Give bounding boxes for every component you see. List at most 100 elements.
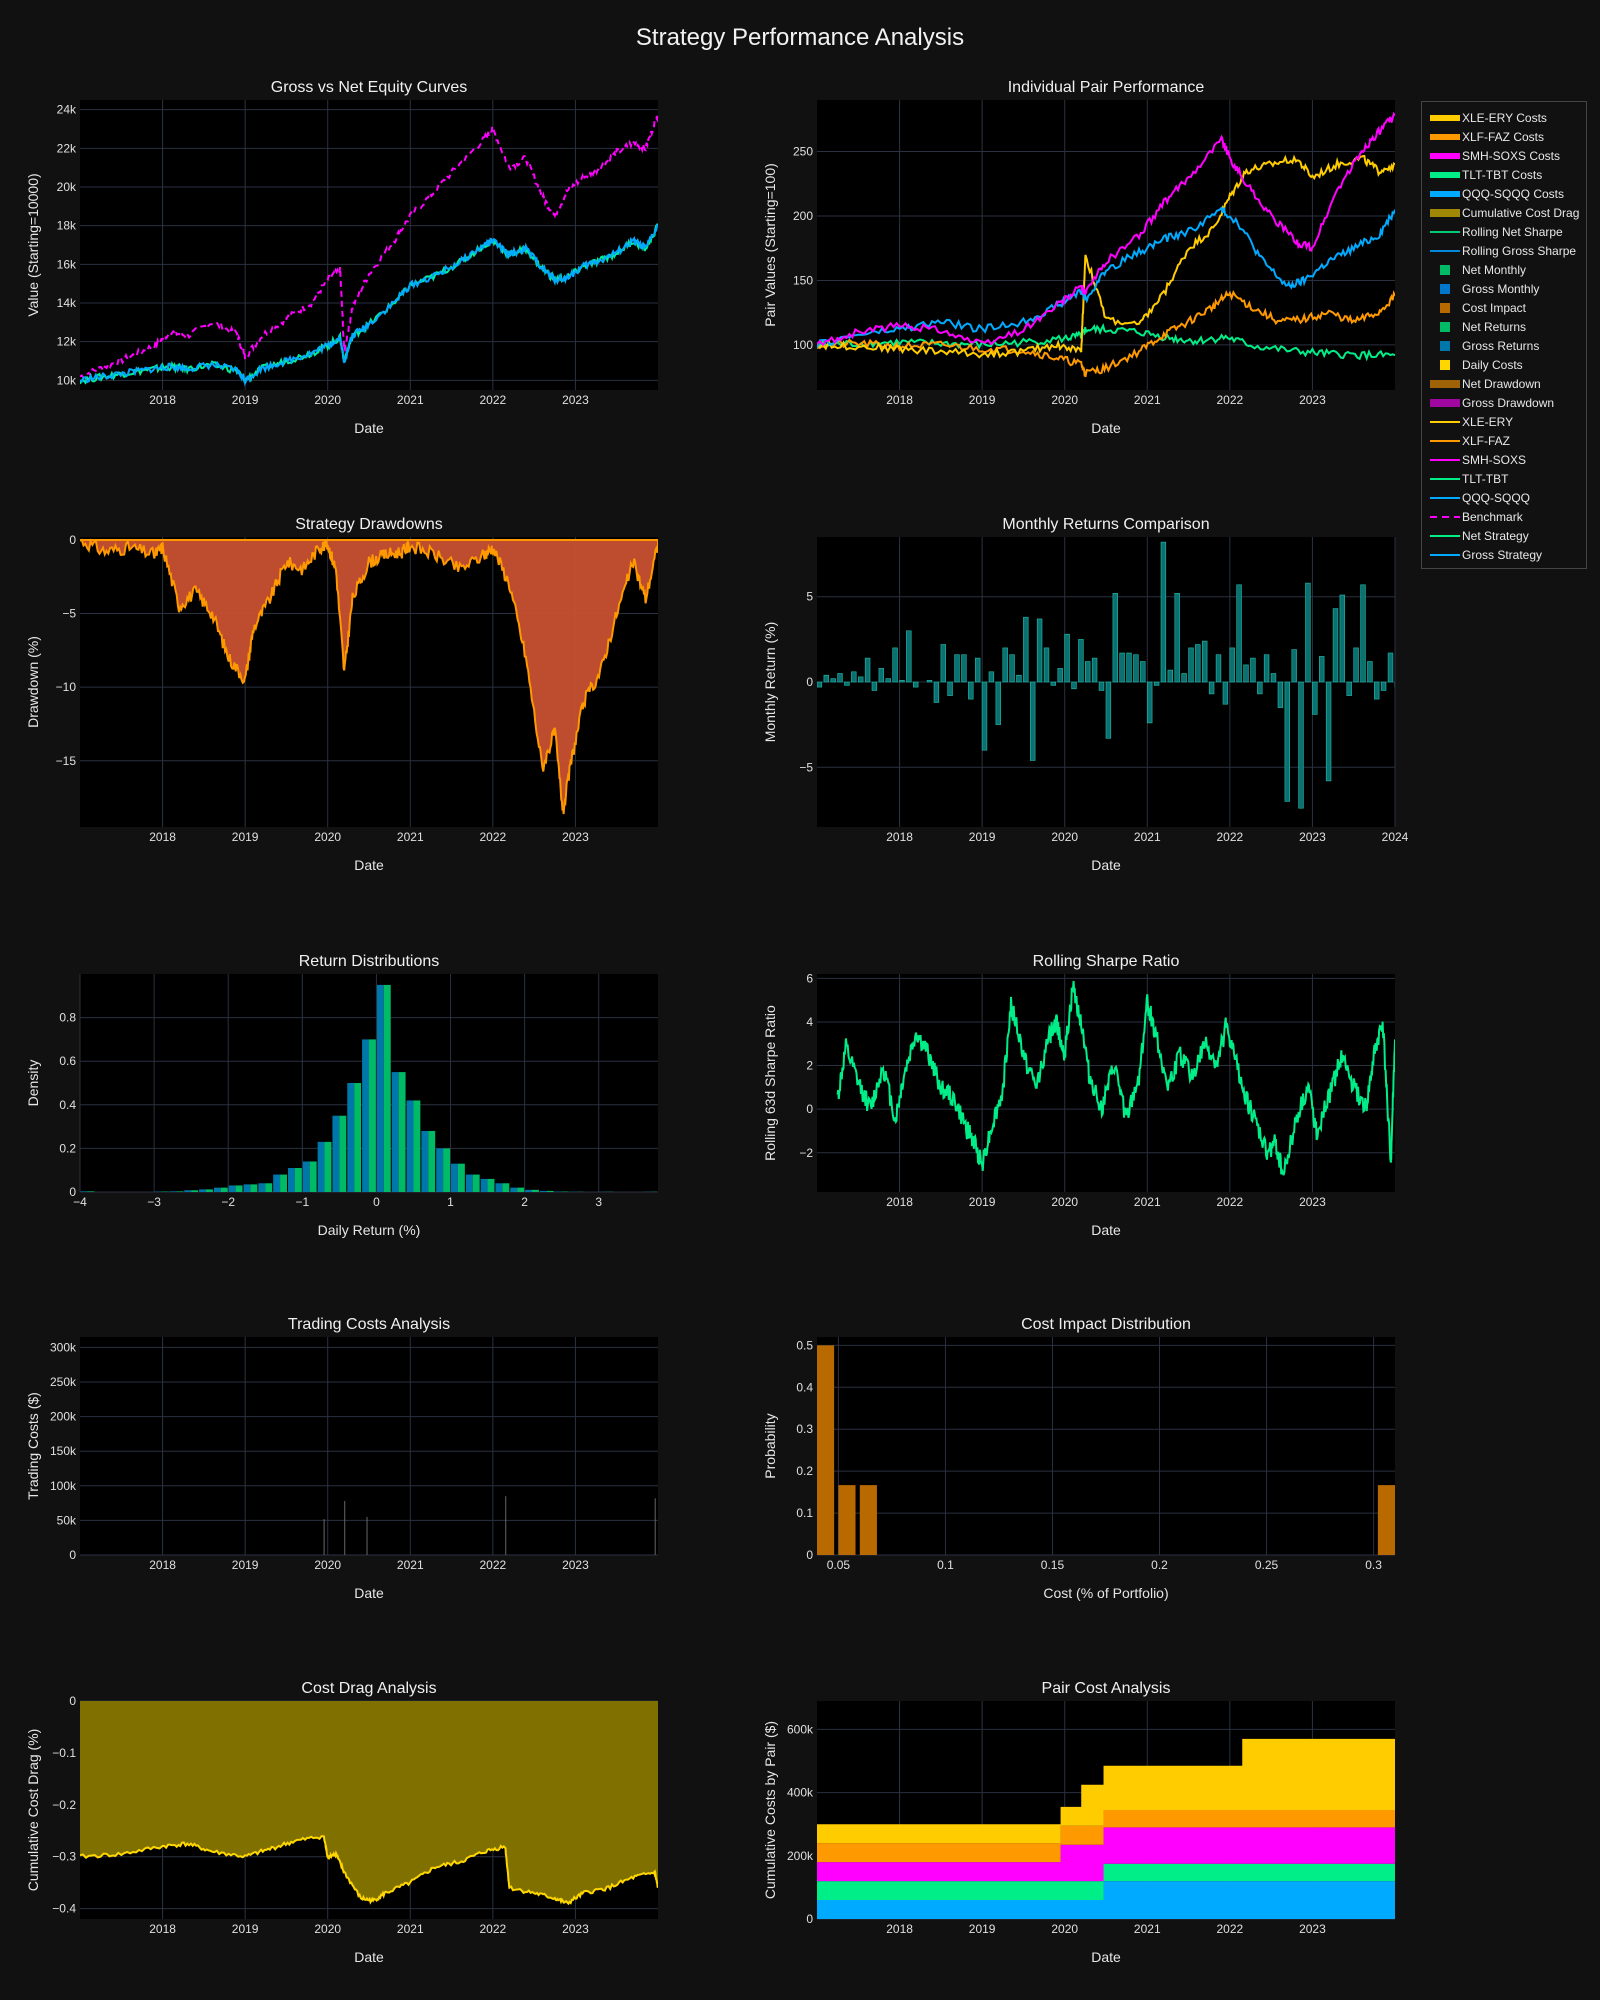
legend-label: QQQ-SQQQ — [1462, 490, 1531, 505]
y-axis-label: Density — [25, 1060, 41, 1107]
legend-swatch-mark — [1440, 283, 1450, 294]
monthly-bar — [1353, 647, 1359, 683]
legend-swatch-mark — [1440, 340, 1450, 351]
y-tick-label: 2 — [806, 1059, 813, 1073]
legend-item[interactable]: Daily Costs — [1428, 355, 1580, 374]
monthly-bar — [1050, 681, 1057, 686]
monthly-bar — [844, 681, 850, 686]
y-tick-label: 0 — [69, 1185, 76, 1199]
legend-item[interactable]: Gross Monthly — [1428, 279, 1580, 298]
legend-item[interactable]: XLE-ERY — [1428, 412, 1580, 431]
y-tick-label: 0.2 — [796, 1464, 813, 1478]
plot-marks — [817, 1738, 1395, 1919]
legend-swatch-mark — [1430, 477, 1460, 480]
plot-marks — [817, 111, 1395, 378]
x-axis-label: Date — [354, 857, 384, 873]
monthly-bar — [1043, 647, 1050, 683]
monthly-bar — [1071, 681, 1077, 690]
x-tick-label: 2018 — [886, 1922, 913, 1936]
subplot-pair_costs: 2018 2019 2020 2021 2022 2023 0 200k 400k 600k Pai… — [762, 1680, 1395, 1965]
cost-spike-bar — [323, 1519, 325, 1555]
net-return-bar — [294, 1168, 302, 1192]
legend-item[interactable]: Rolling Gross Sharpe — [1428, 241, 1580, 260]
legend-swatch-mark — [1430, 133, 1460, 140]
subplot-drawdown: 2018 2019 2020 2021 2022 2023 0 −5 −10 −15 Strateg… — [25, 516, 658, 873]
x-tick-label: 2023 — [1299, 393, 1326, 407]
legend-swatch — [1428, 336, 1462, 355]
legend-label: Net Returns — [1462, 319, 1527, 334]
legend-item[interactable]: Cost Impact — [1428, 298, 1580, 317]
y-axis-label: Trading Costs ($) — [25, 1392, 41, 1500]
net-return-bar — [369, 1039, 376, 1192]
stacked-cost-xlf-faz-costs — [817, 1810, 1395, 1863]
x-tick-label: 0.1 — [937, 1558, 954, 1572]
x-tick-label: 2021 — [397, 1558, 424, 1572]
monthly-bar — [1085, 661, 1091, 683]
legend-item[interactable]: QQQ-SQQQ Costs — [1428, 184, 1580, 203]
legend-item[interactable]: Benchmark — [1428, 507, 1580, 526]
subplot-title: Cost Drag Analysis — [301, 1680, 436, 1697]
legend-item[interactable]: TLT-TBT Costs — [1428, 165, 1580, 184]
legend-item[interactable]: Net Monthly — [1428, 260, 1580, 279]
legend-item[interactable]: Net Drawdown — [1428, 374, 1580, 393]
gross-return-bar — [287, 1168, 295, 1192]
legend-item[interactable]: Gross Returns — [1428, 336, 1580, 355]
legend-item[interactable]: XLF-FAZ — [1428, 431, 1580, 450]
gross-return-bar — [525, 1189, 533, 1192]
legend-item[interactable]: Gross Drawdown — [1428, 393, 1580, 412]
legend-swatch — [1428, 222, 1462, 241]
plot-marks — [836, 980, 1395, 1176]
legend-item[interactable]: Rolling Net Sharpe — [1428, 222, 1580, 241]
monthly-bar — [1305, 582, 1311, 683]
legend-label: QQQ-SQQQ Costs — [1462, 186, 1565, 201]
x-tick-label: 2021 — [1134, 830, 1161, 844]
gross-return-bar — [332, 1115, 340, 1192]
x-tick-label: 2018 — [886, 393, 913, 407]
legend-item[interactable]: TLT-TBT — [1428, 469, 1580, 488]
legend-swatch — [1428, 279, 1462, 298]
gross-return-bar — [421, 1130, 429, 1192]
x-tick-label: −3 — [147, 1195, 161, 1209]
monthly-bar — [1423, 682, 1428, 699]
legend-swatch-mark — [1430, 534, 1460, 537]
net-return-bar — [205, 1189, 213, 1192]
gross-return-bar — [228, 1185, 236, 1192]
series-line-qqq-sqqq — [817, 206, 1395, 349]
legend-item[interactable]: XLF-FAZ Costs — [1428, 127, 1580, 146]
gross-return-bar — [480, 1178, 488, 1192]
monthly-bar — [1091, 657, 1098, 683]
legend-label: XLF-FAZ Costs — [1462, 129, 1545, 144]
plot-marks — [80, 984, 658, 1192]
legend-swatch — [1428, 355, 1462, 374]
monthly-bar — [1374, 681, 1380, 700]
legend-item[interactable]: Gross Strategy — [1428, 545, 1580, 564]
legend-item[interactable]: SMH-SOXS — [1428, 450, 1580, 469]
legend-label: Rolling Net Sharpe — [1462, 224, 1563, 239]
legend-swatch-mark — [1430, 152, 1460, 159]
y-tick-label: 100k — [50, 1479, 77, 1493]
x-tick-label: 2018 — [149, 1558, 176, 1572]
gross-return-bar — [539, 1190, 547, 1192]
y-tick-label: −2 — [799, 1146, 813, 1160]
y-tick-label: 14k — [57, 296, 77, 310]
legend-item[interactable]: SMH-SOXS Costs — [1428, 146, 1580, 165]
monthly-bar — [1360, 584, 1366, 683]
legend-swatch-mark — [1430, 249, 1460, 252]
legend-swatch — [1428, 108, 1462, 127]
y-tick-label: 4 — [806, 1015, 813, 1029]
x-tick-label: 2 — [521, 1195, 528, 1209]
legend-item[interactable]: Net Strategy — [1428, 526, 1580, 545]
monthly-bar — [1236, 584, 1242, 683]
monthly-bar — [1250, 657, 1256, 683]
legend-item[interactable]: XLE-ERY Costs — [1428, 108, 1580, 127]
legend-item[interactable]: QQQ-SQQQ — [1428, 488, 1580, 507]
subplot-title: Gross vs Net Equity Curves — [271, 79, 468, 96]
series-line-benchmark — [80, 113, 658, 380]
legend-swatch-mark — [1440, 264, 1450, 275]
legend-item[interactable]: Cumulative Cost Drag — [1428, 203, 1580, 222]
legend-item[interactable]: Net Returns — [1428, 317, 1580, 336]
monthly-bar — [954, 654, 960, 683]
monthly-bar — [974, 657, 981, 683]
x-tick-label: 2020 — [314, 1922, 341, 1936]
y-tick-label: 400k — [787, 1786, 814, 1800]
